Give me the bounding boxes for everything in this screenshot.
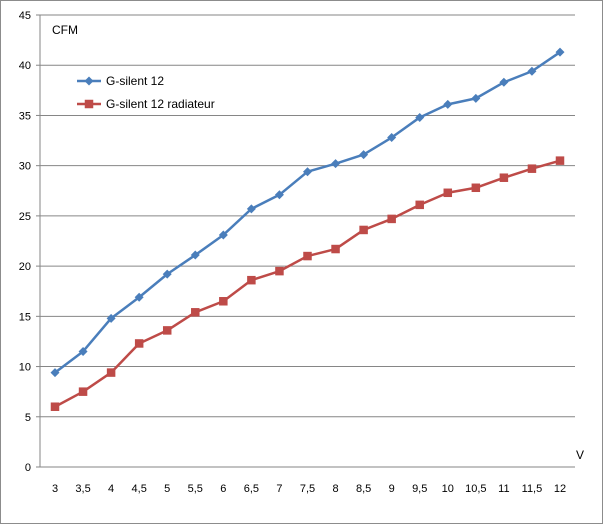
x-axis-label: V <box>576 448 584 462</box>
data-point <box>443 188 453 198</box>
data-point <box>106 313 116 323</box>
data-point <box>415 112 425 122</box>
x-tick-label: 11,5 <box>522 483 543 495</box>
y-tick-label: 10 <box>19 362 31 374</box>
series-2 <box>50 156 565 411</box>
data-point <box>303 251 312 261</box>
data-point <box>331 244 340 254</box>
data-point <box>499 173 509 182</box>
data-point <box>443 99 453 109</box>
x-tick-label: 8,5 <box>356 483 371 495</box>
data-point <box>78 346 88 356</box>
series-line <box>54 159 561 408</box>
y-tick-label: 25 <box>19 211 31 223</box>
x-tick-label: 12 <box>554 483 566 495</box>
y-tick-label: 40 <box>19 60 31 72</box>
y-tick-label: 0 <box>25 462 31 474</box>
y-tick-label: 30 <box>19 161 31 173</box>
legend-marker <box>84 76 94 86</box>
y-tick-label: 35 <box>19 110 31 122</box>
data-point <box>106 368 116 377</box>
data-point <box>247 275 256 285</box>
axes <box>36 14 575 468</box>
data-point <box>134 292 144 302</box>
legend-item: G-silent 12 <box>77 74 164 88</box>
y-tick-label: 45 <box>19 10 31 22</box>
x-tick-label: 3 <box>52 483 58 495</box>
x-tick-label: 5 <box>164 483 170 495</box>
x-axis-tick-labels: 3 3,5 4 4,5 5 5,5 6 6,5 7 7,5 8 8,5 9 9,5 10 10,5 11 11,5… <box>52 483 566 495</box>
x-tick-label: 6 <box>220 483 226 495</box>
data-point <box>134 339 144 348</box>
series-1 <box>50 47 565 378</box>
x-tick-label: 7 <box>276 483 282 495</box>
data-point <box>471 183 481 193</box>
data-point <box>191 308 200 317</box>
data-point <box>527 66 537 76</box>
data-point <box>219 297 228 306</box>
legend-label: G-silent 12 radiateur <box>106 97 215 111</box>
legend-marker <box>84 99 94 109</box>
data-point <box>387 214 396 224</box>
data-point <box>359 225 368 235</box>
y-tick-label: 5 <box>25 412 31 424</box>
legend-item: G-silent 12 radiateur <box>77 97 215 111</box>
data-point <box>527 164 537 173</box>
x-tick-label: 3,5 <box>75 483 90 495</box>
data-point <box>246 204 256 214</box>
x-tick-label: 4 <box>108 483 114 495</box>
y-axis-label: CFM <box>52 23 78 37</box>
x-tick-label: 10 <box>442 483 454 495</box>
y-tick-label: 15 <box>19 311 31 323</box>
data-point <box>162 326 172 335</box>
x-tick-label: 9,5 <box>412 483 427 495</box>
x-tick-label: 10,5 <box>465 483 486 495</box>
y-axis-tick-labels: 0 5 10 15 20 25 30 35 40 45 <box>19 10 31 474</box>
data-point <box>162 269 172 279</box>
data-point <box>415 200 424 210</box>
data-point <box>359 150 369 160</box>
legend-label: G-silent 12 <box>106 74 164 88</box>
data-point <box>555 47 565 57</box>
gridlines <box>40 14 575 418</box>
data-point <box>303 167 312 177</box>
data-point <box>331 159 341 169</box>
series <box>50 47 565 411</box>
data-point <box>555 156 565 165</box>
data-point <box>218 230 228 240</box>
x-tick-label: 6,5 <box>244 483 259 495</box>
data-point <box>499 77 509 87</box>
x-tick-label: 5,5 <box>188 483 203 495</box>
data-point <box>190 250 200 260</box>
data-point <box>50 402 60 411</box>
x-tick-label: 9 <box>389 483 395 495</box>
x-tick-label: 4,5 <box>132 483 147 495</box>
y-tick-label: 20 <box>19 261 31 273</box>
x-tick-label: 8 <box>332 483 338 495</box>
x-tick-label: 7,5 <box>300 483 315 495</box>
data-point <box>78 387 88 396</box>
data-point <box>471 93 481 103</box>
data-point <box>275 266 284 276</box>
x-tick-label: 11 <box>498 483 509 495</box>
data-point <box>50 368 60 378</box>
data-point <box>387 133 397 143</box>
legend: G-silent 12 G-silent 12 radiateur <box>77 74 215 111</box>
data-point <box>274 190 284 200</box>
